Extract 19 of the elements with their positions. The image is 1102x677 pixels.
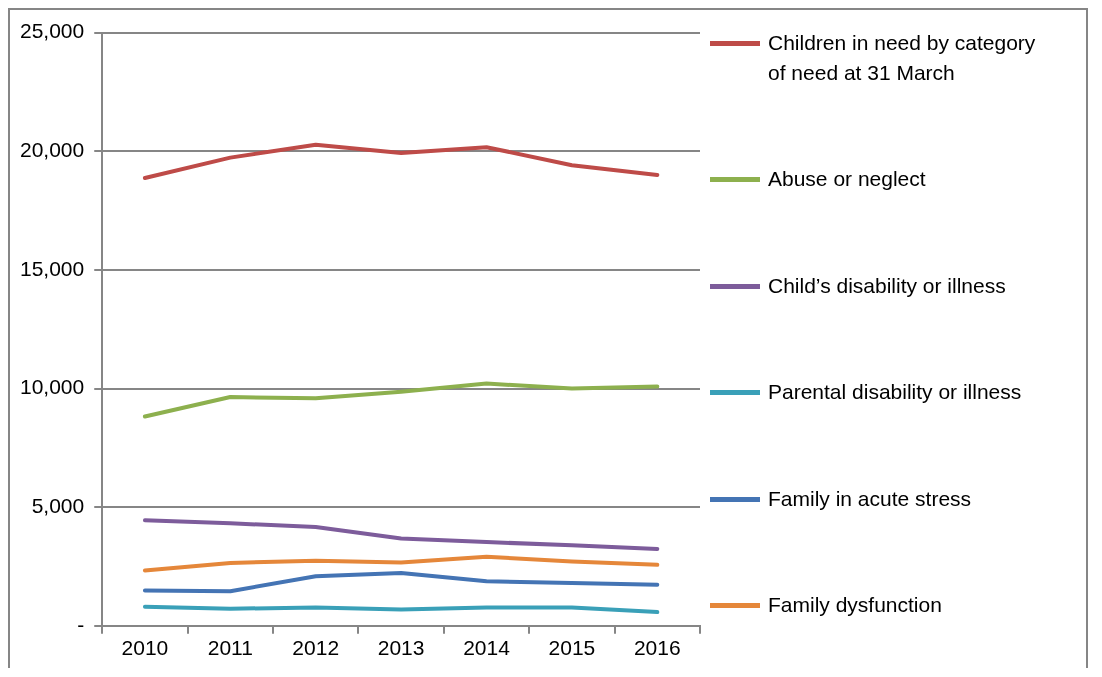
y-tick-label: 15,000 [20, 256, 85, 280]
y-tick-label: 20,000 [20, 138, 85, 162]
legend-label: Parental disability or illness [768, 379, 1022, 406]
legend-label: Family in acute stress [768, 485, 972, 512]
x-tick-label: 2016 [633, 636, 681, 660]
y-tick-label: 5,000 [31, 493, 85, 517]
x-tick-label: 2010 [121, 636, 169, 660]
x-tick-label: 2012 [292, 636, 340, 660]
legend-label: Child’s disability or illness [768, 272, 1006, 299]
y-tick-label: - [77, 612, 85, 636]
x-tick-label: 2015 [548, 636, 596, 660]
x-tick-label: 2014 [463, 636, 511, 660]
y-tick-label: 10,000 [20, 375, 85, 399]
x-tick-label: 2011 [207, 636, 253, 660]
y-tick-label: 25,000 [20, 19, 85, 43]
legend-label: Family dysfunction [768, 591, 942, 618]
legend-label: Abuse or neglect [768, 166, 926, 193]
legend-label: Children in need by category of need at 31 March [768, 30, 1037, 86]
x-tick-label: 2013 [377, 636, 425, 660]
